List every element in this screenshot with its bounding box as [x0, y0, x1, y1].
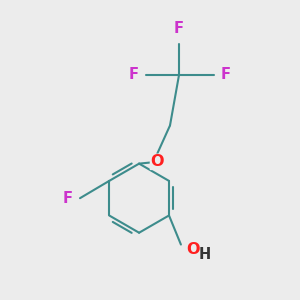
Text: H: H — [199, 247, 211, 262]
Text: F: F — [129, 67, 139, 82]
Text: F: F — [174, 21, 184, 36]
Text: O: O — [151, 154, 164, 169]
Text: O: O — [186, 242, 200, 256]
Text: F: F — [63, 191, 73, 206]
Text: F: F — [221, 67, 231, 82]
